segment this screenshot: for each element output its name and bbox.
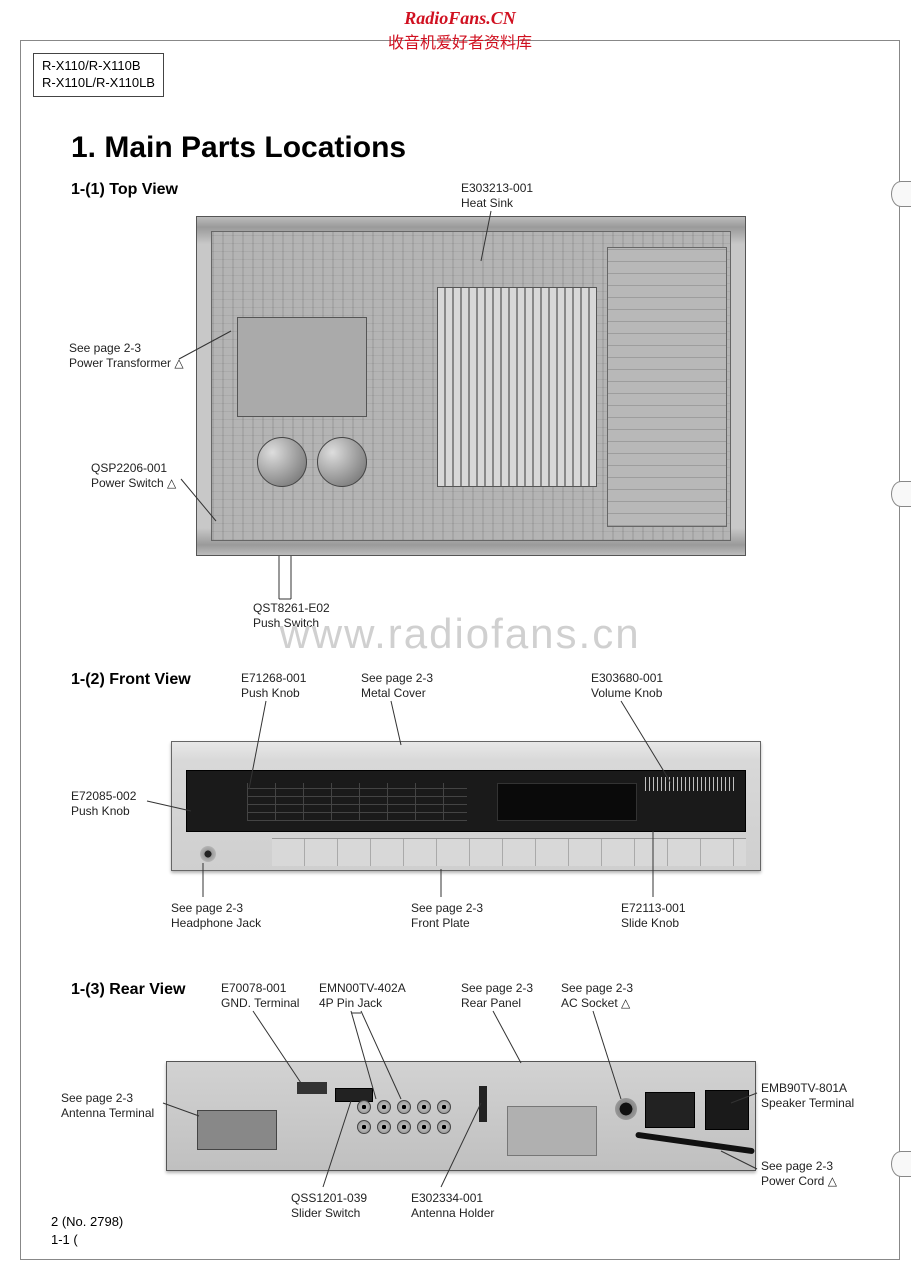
binder-hole-icon xyxy=(891,1151,911,1177)
rear-label-graphic xyxy=(507,1106,597,1156)
label-pinjack: EMN00TV-402A 4P Pin Jack xyxy=(319,981,406,1011)
gnd-terminal-graphic xyxy=(297,1082,327,1094)
page-title: 1. Main Parts Locations xyxy=(71,131,406,165)
headphone-jack-graphic xyxy=(200,846,216,862)
binder-hole-icon xyxy=(891,181,911,207)
model-line1: R-X110/R-X110B xyxy=(42,58,155,75)
front-buttons-graphic xyxy=(272,838,746,866)
label-powercord: See page 2-3 Power Cord △ xyxy=(761,1159,837,1189)
capacitor-graphic xyxy=(257,437,307,487)
front-panel-graphic xyxy=(186,770,746,832)
transformer-graphic xyxy=(237,317,367,417)
page-footer: 2 (No. 2798) 1-1 ( xyxy=(51,1213,123,1249)
section-front-view: 1-(2) Front View xyxy=(71,671,191,689)
front-view-figure xyxy=(171,741,761,871)
volume-scale-graphic xyxy=(645,777,735,791)
watermark-site: RadioFans.CN xyxy=(388,8,532,29)
heatsink-graphic xyxy=(437,287,597,487)
watermark-center: www.radiofans.cn xyxy=(279,610,640,658)
binder-hole-icon xyxy=(891,481,911,507)
model-line2: R-X110L/R-X110LB xyxy=(42,75,155,92)
label-acsocket: See page 2-3 AC Socket △ xyxy=(561,981,633,1011)
footer-line2: 1-1 ( xyxy=(51,1231,123,1249)
label-gnd: E70078-001 GND. Terminal xyxy=(221,981,299,1011)
label-headphone: See page 2-3 Headphone Jack xyxy=(171,901,261,931)
footer-line1: 2 (No. 2798) xyxy=(51,1213,123,1231)
pcb-graphic xyxy=(607,247,727,527)
label-speaker: EMB90TV-801A Speaker Terminal xyxy=(761,1081,854,1111)
label-transformer: See page 2-3 Power Transformer △ xyxy=(69,341,184,371)
speaker-terminal-graphic xyxy=(705,1090,749,1130)
section-top-view: 1-(1) Top View xyxy=(71,181,178,199)
label-powerswitch: QSP2206-001 Power Switch △ xyxy=(91,461,176,491)
rca-block-graphic xyxy=(357,1100,467,1150)
display-graphic xyxy=(497,783,637,821)
label-rearpanel: See page 2-3 Rear Panel xyxy=(461,981,533,1011)
label-pushknob2: E72085-002 Push Knob xyxy=(71,789,136,819)
antenna-terminal-graphic xyxy=(197,1110,277,1150)
antenna-holder-graphic xyxy=(479,1086,487,1122)
rear-view-figure xyxy=(166,1061,756,1171)
ac-socket-graphic xyxy=(615,1098,637,1120)
fuse-block-graphic xyxy=(645,1092,695,1128)
section-rear-view: 1-(3) Rear View xyxy=(71,981,185,999)
capacitor-graphic xyxy=(317,437,367,487)
watermark-header: RadioFans.CN 收音机爱好者资料库 xyxy=(388,8,532,53)
label-volumeknob: E303680-001 Volume Knob xyxy=(591,671,663,701)
label-frontplate: See page 2-3 Front Plate xyxy=(411,901,483,931)
label-antenna: See page 2-3 Antenna Terminal xyxy=(61,1091,154,1121)
label-pushknob1: E71268-001 Push Knob xyxy=(241,671,306,701)
label-antholder: E302334-001 Antenna Holder xyxy=(411,1191,494,1221)
label-metalcover: See page 2-3 Metal Cover xyxy=(361,671,433,701)
label-heatsink: E303213-001 Heat Sink xyxy=(461,181,533,211)
top-view-figure xyxy=(196,216,746,556)
label-slideknob: E72113-001 Slide Knob xyxy=(621,901,686,931)
model-box: R-X110/R-X110B R-X110L/R-X110LB xyxy=(33,53,164,97)
watermark-subtitle: 收音机爱好者资料库 xyxy=(388,29,532,53)
power-cord-graphic xyxy=(635,1132,755,1155)
label-sliderswitch: QSS1201-039 Slider Switch xyxy=(291,1191,367,1221)
